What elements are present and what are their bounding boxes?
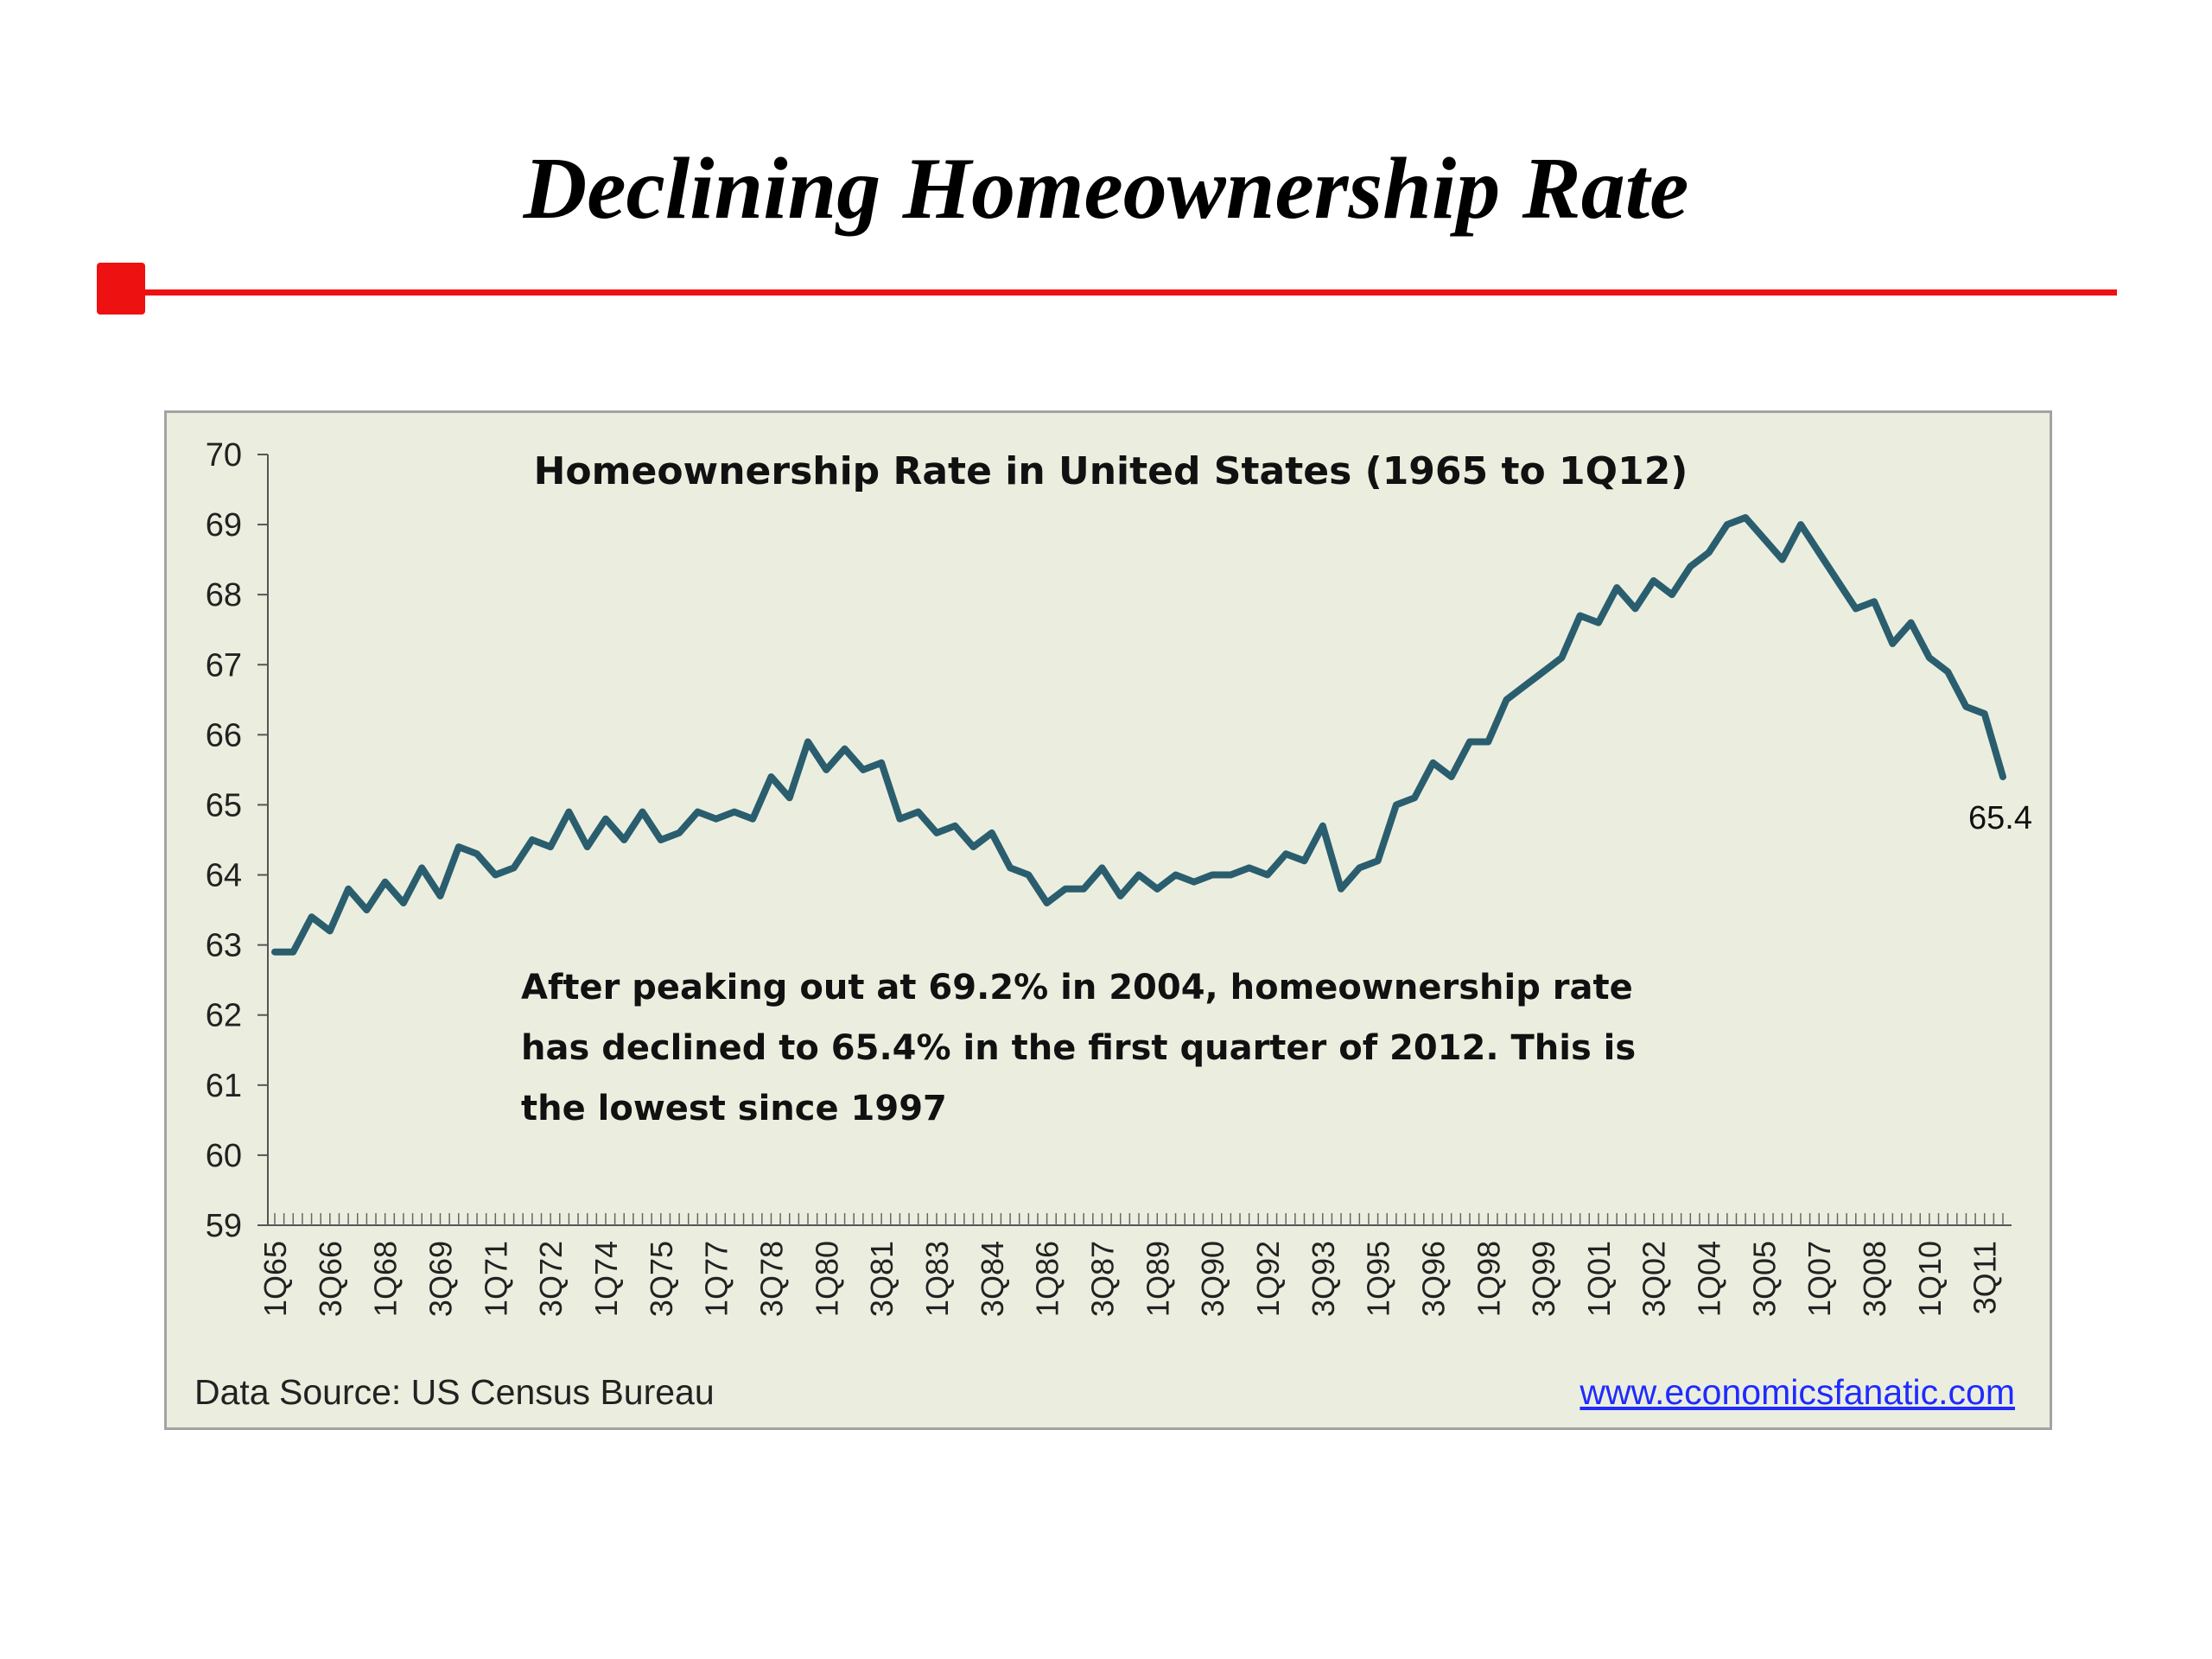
source-link[interactable]: www.economicsfanatic.com: [1580, 1372, 2015, 1412]
y-tick-label: 63: [206, 928, 242, 964]
x-tick-label: 1Q86: [1030, 1241, 1065, 1317]
x-tick-label: 1Q74: [588, 1241, 624, 1317]
title-rule-line: [130, 289, 2117, 296]
x-tick-label: 1Q89: [1140, 1241, 1175, 1317]
y-tick-label: 59: [206, 1208, 242, 1244]
x-tick-label: 3Q96: [1415, 1241, 1451, 1317]
chart-annotation: After peaking out at 69.2% in 2004, home…: [521, 957, 1644, 1139]
x-tick-label: 3Q69: [423, 1241, 458, 1317]
y-tick-label: 68: [206, 577, 242, 613]
x-tick-label: 3Q84: [975, 1241, 1010, 1317]
data-source-note: Data Source: US Census Bureau: [194, 1372, 715, 1412]
x-tick-label: 1Q10: [1912, 1241, 1948, 1317]
x-tick-label: 1Q83: [919, 1241, 955, 1317]
x-tick-label: 3Q05: [1746, 1241, 1782, 1317]
x-tick-label: 3Q66: [313, 1241, 348, 1317]
x-tick-label: 3Q08: [1857, 1241, 1892, 1317]
y-tick-label: 70: [206, 437, 242, 474]
x-tick-label: 1Q71: [478, 1241, 513, 1317]
y-tick-label: 62: [206, 998, 242, 1034]
x-tick-label: 1Q80: [809, 1241, 844, 1317]
last-value-label: 65.4: [1968, 800, 2032, 836]
x-tick-label: 3Q75: [644, 1241, 679, 1317]
x-tick-label: 1Q65: [257, 1241, 293, 1317]
y-tick-label: 66: [206, 717, 242, 753]
x-tick-label: 1Q68: [368, 1241, 404, 1317]
y-tick-label: 60: [206, 1138, 242, 1174]
x-tick-label: 1Q98: [1471, 1241, 1506, 1317]
x-tick-label: 3Q78: [753, 1241, 789, 1317]
x-tick-label: 3Q72: [533, 1241, 569, 1317]
chart-plot: 59 60 61 62 63 64 65 66 67 68 69 70 1Q65 3Q66 1Q68 3Q6…: [206, 437, 2032, 1317]
x-tick-label: 1Q01: [1581, 1241, 1617, 1317]
y-tick-label: 64: [206, 858, 242, 894]
x-tick-label: 3Q93: [1306, 1241, 1341, 1317]
slide-title: Declining Homeownership Rate: [523, 140, 1689, 238]
x-tick-label: 1Q92: [1250, 1241, 1286, 1317]
chart-title: Homeownership Rate in United States (196…: [533, 449, 1688, 493]
annotation-line: After peaking out at 69.2% in 2004, home…: [521, 968, 1633, 1007]
y-tick-label: 69: [206, 507, 242, 543]
x-tick-label: 3Q99: [1526, 1241, 1561, 1317]
homeownership-rate-line: [271, 514, 2006, 956]
annotation-line: the lowest since 1997: [521, 1089, 947, 1128]
x-tick-label: 3Q02: [1637, 1241, 1672, 1317]
title-rule-marker: [97, 263, 145, 315]
x-tick-label: 1Q07: [1802, 1241, 1837, 1317]
x-tick-label: 1Q95: [1361, 1241, 1396, 1317]
x-tick-label: 3Q87: [1084, 1241, 1120, 1317]
y-tick-label: 65: [206, 787, 242, 823]
x-tick-label: 3Q90: [1195, 1241, 1230, 1317]
annotation-line: has declined to 65.4% in the first quart…: [521, 1028, 1637, 1068]
x-tick-label: 3Q11: [1967, 1241, 2003, 1314]
chart-frame: 59 60 61 62 63 64 65 66 67 68 69 70 1Q65 3Q66 1Q68 3Q6…: [164, 410, 2052, 1430]
x-tick-label: 1Q77: [699, 1241, 734, 1317]
y-tick-label: 61: [206, 1068, 242, 1104]
x-tick-label: 3Q81: [864, 1241, 899, 1317]
x-tick-label: 1Q04: [1692, 1241, 1727, 1317]
y-tick-label: 67: [206, 647, 242, 683]
